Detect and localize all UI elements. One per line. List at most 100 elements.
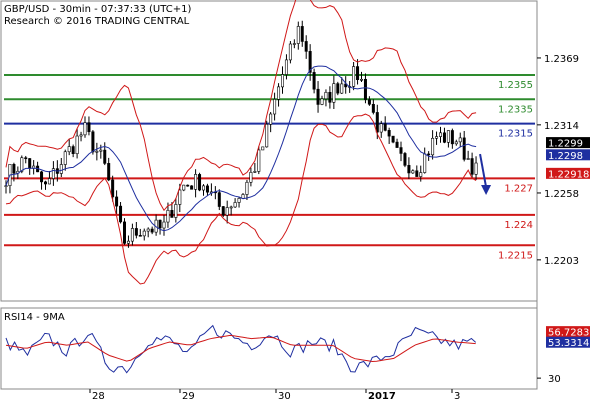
candle-body	[174, 204, 178, 218]
candle-body	[146, 228, 150, 232]
candle-body	[407, 165, 411, 174]
rsi-panel-frame	[0, 307, 538, 390]
candle-body	[245, 181, 249, 195]
candle-body	[427, 153, 431, 156]
bollinger-lower-band	[5, 113, 477, 285]
candle-body	[182, 184, 186, 191]
candle-body	[111, 179, 115, 198]
candle-body	[217, 192, 221, 207]
candle-body	[99, 149, 103, 152]
rsi-title: RSI14 - 9MA	[4, 312, 65, 323]
candle-body	[190, 185, 194, 190]
candle-body	[162, 221, 166, 229]
x-tick-label-3: 2017	[368, 391, 396, 400]
candle-body	[324, 91, 328, 100]
candle-body	[328, 91, 332, 103]
candle-body	[273, 98, 277, 115]
chart-header-line2: Research © 2016 TRADING CENTRAL	[4, 16, 190, 27]
candle-body	[43, 181, 47, 185]
candle-body	[292, 43, 296, 45]
candle-body	[79, 134, 83, 137]
candle-body	[83, 122, 87, 136]
candle-body	[158, 219, 162, 229]
candle-body	[340, 83, 344, 94]
candle-body	[126, 240, 130, 244]
candle-body	[446, 130, 450, 143]
candle-body	[123, 221, 127, 244]
candle-body	[40, 171, 44, 183]
rsi-y-tick-label-0: 30	[548, 374, 561, 385]
candle-body	[316, 88, 320, 105]
candle-body	[253, 171, 257, 173]
candle-body	[103, 149, 107, 164]
candle-body	[304, 41, 308, 52]
chart-header-line1: GBP/USD - 30min - 07:37:33 (UTC+1)	[4, 4, 191, 15]
price-tag-label-0: 1.2299	[548, 139, 583, 150]
candle-body	[332, 83, 336, 103]
x-tick-label-1: 29	[182, 391, 195, 400]
rsi-value-tag-label-1: 53.3314	[548, 338, 589, 349]
candle-body	[431, 137, 435, 156]
forecast-arrow-shaft	[479, 153, 488, 188]
candle-body	[166, 210, 170, 223]
rsi-value-tag-0	[546, 326, 590, 338]
y-tick-label-3: 1.2203	[544, 256, 579, 267]
candle-body	[261, 146, 265, 151]
candle-body	[24, 157, 28, 160]
candle-body	[450, 130, 454, 145]
candle-body	[438, 132, 442, 137]
candle-body	[288, 43, 292, 61]
candle-body	[280, 74, 284, 88]
candle-body	[308, 51, 312, 73]
candle-body	[4, 185, 8, 187]
candle-body	[178, 189, 182, 205]
candle-body	[186, 184, 190, 187]
rsi-ma-line	[5, 334, 476, 363]
x-tick-label-2: 30	[278, 391, 291, 400]
candle-body	[387, 130, 391, 137]
rsi-value-tag-label-0: 56.7283	[548, 328, 589, 339]
candle-body	[458, 137, 462, 143]
candle-body	[300, 26, 304, 42]
candle-body	[379, 123, 383, 133]
candle-body	[454, 141, 458, 145]
candle-body	[198, 174, 202, 191]
candle-body	[12, 164, 16, 174]
candle-body	[20, 157, 24, 172]
candle-body	[403, 153, 407, 166]
candle-body	[415, 170, 419, 177]
candle-body	[356, 66, 360, 81]
candle-body	[225, 207, 229, 216]
candle-body	[257, 149, 261, 172]
level-label-1: 1.2335	[498, 104, 533, 115]
candle-body	[411, 170, 415, 174]
forecast-arrow-head	[481, 184, 492, 195]
candle-body	[130, 228, 134, 242]
candle-body	[233, 202, 237, 208]
price-tag-2	[546, 167, 590, 179]
rsi-value-tag-1	[546, 336, 590, 348]
candle-body	[67, 146, 71, 153]
candle-body	[391, 135, 395, 143]
price-tag-label-1: 1.2298	[548, 151, 583, 162]
candle-body	[423, 153, 427, 173]
candle-body	[371, 103, 375, 113]
candle-body	[91, 131, 95, 153]
candle-body	[115, 196, 119, 207]
x-tick-label-0: 28	[92, 391, 105, 400]
candle-body	[470, 158, 474, 175]
candle-body	[435, 136, 439, 139]
level-label-4: 1.224	[504, 220, 533, 231]
level-label-2: 1.2315	[498, 129, 533, 140]
candle-body	[134, 228, 138, 236]
candle-body	[47, 178, 51, 185]
level-label-5: 1.2215	[498, 250, 533, 261]
candle-body	[119, 205, 123, 223]
candle-body	[462, 137, 466, 160]
candle-body	[367, 99, 371, 105]
candle-body	[63, 151, 67, 165]
candle-body	[241, 194, 245, 199]
candle-body	[466, 158, 470, 160]
level-label-0: 1.2355	[498, 80, 533, 91]
